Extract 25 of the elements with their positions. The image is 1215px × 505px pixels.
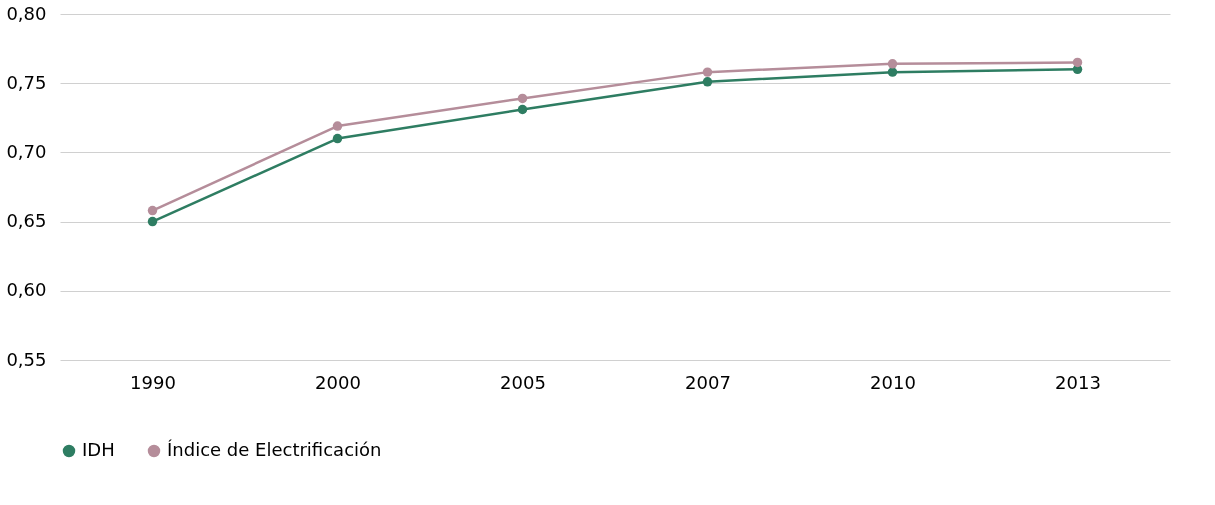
point — [517, 104, 528, 115]
y-tick-label: 0,75 — [6, 71, 47, 93]
point — [147, 205, 158, 216]
point — [702, 77, 713, 87]
legend-label: IDH — [82, 439, 115, 460]
x-tick-label: 2005 — [500, 371, 546, 393]
point — [332, 133, 343, 144]
x-tick-label: 2000 — [315, 371, 361, 393]
point — [887, 59, 898, 69]
point — [517, 93, 528, 104]
legend-label: Índice de Electrificación — [167, 439, 382, 460]
x-tick-label: 2013 — [1055, 371, 1101, 393]
x-tick-label: 2007 — [685, 371, 731, 393]
point — [702, 67, 713, 77]
x-tick-label: 1990 — [130, 371, 176, 393]
y-tick-label: 0,60 — [6, 279, 47, 301]
y-tick-label: 0,80 — [6, 2, 47, 24]
y-tick-label: 0,65 — [6, 210, 47, 232]
point — [887, 67, 898, 77]
y-tick-label: 0,70 — [6, 140, 47, 162]
x-tick-label: 2010 — [870, 371, 916, 393]
y-tick-label: 0,55 — [6, 348, 47, 370]
point — [147, 216, 158, 227]
point — [332, 121, 343, 131]
point — [1072, 57, 1083, 68]
